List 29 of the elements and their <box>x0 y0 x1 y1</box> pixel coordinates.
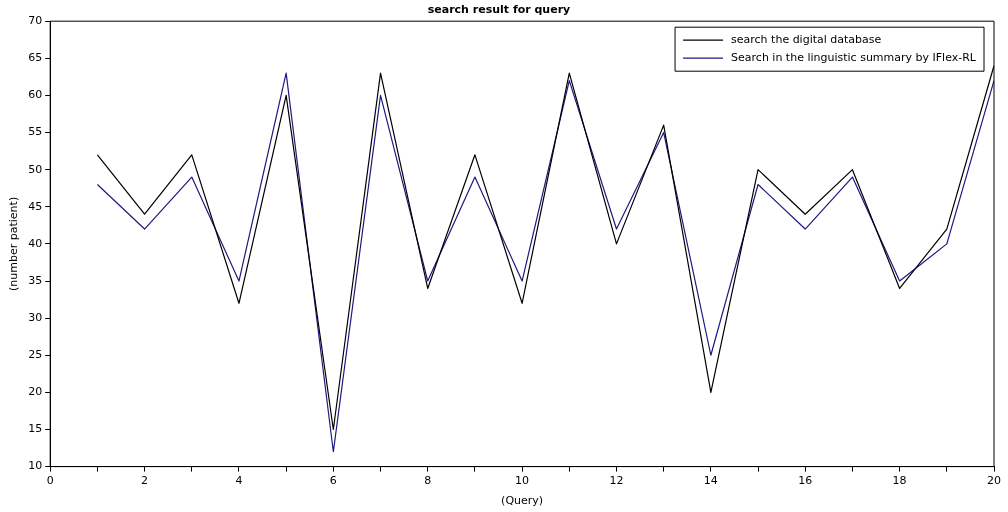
y-tick-label: 55 <box>28 125 43 139</box>
x-tick-label: 20 <box>987 474 1001 488</box>
x-tick-label: 2 <box>141 474 149 488</box>
y-tick-label: 25 <box>28 348 43 362</box>
x-tick-label: 4 <box>235 474 243 488</box>
chart-title: search result for query <box>427 3 571 17</box>
x-tick-label: 8 <box>424 474 432 488</box>
y-tick-label: 20 <box>28 385 43 399</box>
y-tick-label: 70 <box>28 14 43 28</box>
x-tick-label: 14 <box>703 474 718 488</box>
x-tick-label: 10 <box>515 474 530 488</box>
x-tick-label: 18 <box>892 474 907 488</box>
y-tick-label: 50 <box>28 162 43 176</box>
y-tick-label: 10 <box>28 459 43 473</box>
x-tick-label: 16 <box>798 474 813 488</box>
x-tick-label: 6 <box>329 474 337 488</box>
y-axis-title: (number patient) <box>7 196 21 291</box>
y-tick-label: 60 <box>28 88 43 102</box>
x-axis-title: (Query) <box>501 494 544 508</box>
y-tick-label: 45 <box>28 199 43 213</box>
legend-label: Search in the linguistic summary by IFlex-RL <box>731 51 977 65</box>
y-tick-label: 15 <box>28 422 43 436</box>
y-tick-label: 35 <box>28 273 43 287</box>
x-tick-label: 12 <box>609 474 624 488</box>
legend-label: search the digital database <box>731 33 882 47</box>
y-tick-label: 65 <box>28 51 43 65</box>
y-tick-label: 40 <box>28 236 43 250</box>
y-tick-label: 30 <box>28 310 43 324</box>
x-tick-label: 0 <box>46 474 54 488</box>
